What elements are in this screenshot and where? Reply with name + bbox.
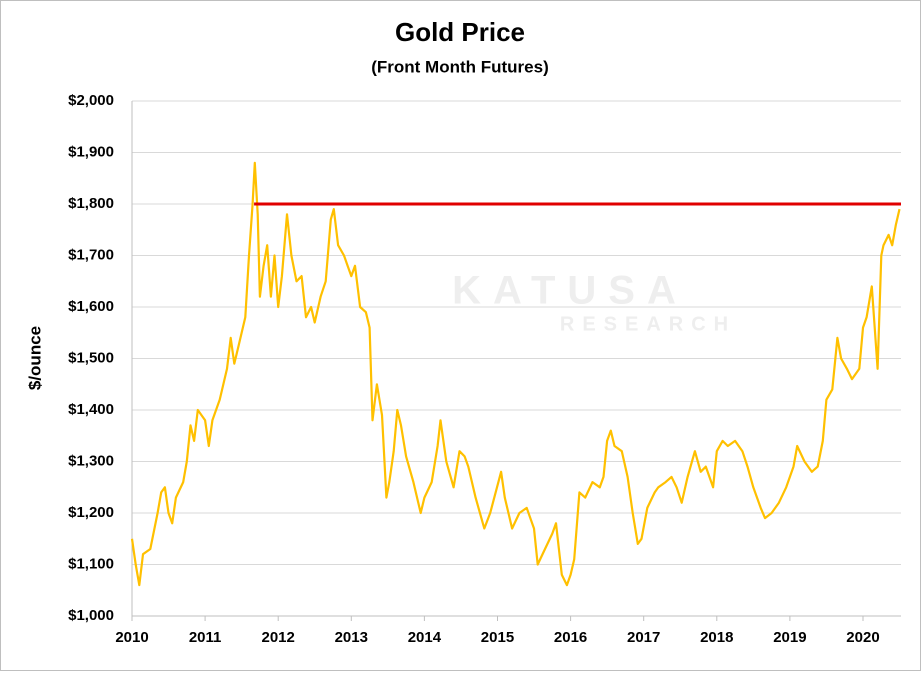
x-tick-label: 2010	[115, 629, 148, 646]
y-tick-label: $1,600	[68, 298, 114, 315]
y-tick-label: $1,900	[68, 143, 114, 160]
x-tick-label: 2017	[627, 629, 660, 646]
x-tick-label: 2011	[189, 629, 222, 646]
price-line	[130, 161, 901, 587]
x-tick-label: 2018	[700, 629, 733, 646]
y-tick-label: $1,300	[68, 452, 114, 469]
x-tick-label: 2012	[262, 629, 295, 646]
watermark: RESEARCH	[560, 313, 736, 335]
x-tick-label: 2016	[554, 629, 587, 646]
y-tick-label: $1,500	[68, 349, 114, 366]
y-tick-label: $1,200	[68, 504, 114, 521]
x-tick-label: 2020	[846, 629, 879, 646]
y-axis-label: $/ounce	[25, 326, 44, 390]
x-tick-label: 2013	[335, 629, 368, 646]
x-tick-label: 2014	[408, 629, 442, 646]
y-tick-label: $1,100	[68, 555, 114, 572]
x-tick-label: 2019	[773, 629, 806, 646]
y-tick-label: $1,800	[68, 195, 114, 212]
chart-subtitle: (Front Month Futures)	[371, 57, 549, 76]
chart-title: Gold Price	[395, 17, 525, 47]
y-tick-label: $2,000	[68, 92, 114, 109]
y-tick-label: $1,000	[68, 607, 114, 624]
y-tick-label: $1,400	[68, 401, 114, 418]
watermark: KATUSA	[452, 269, 688, 313]
y-tick-label: $1,700	[68, 246, 114, 263]
x-tick-label: 2015	[481, 629, 514, 646]
